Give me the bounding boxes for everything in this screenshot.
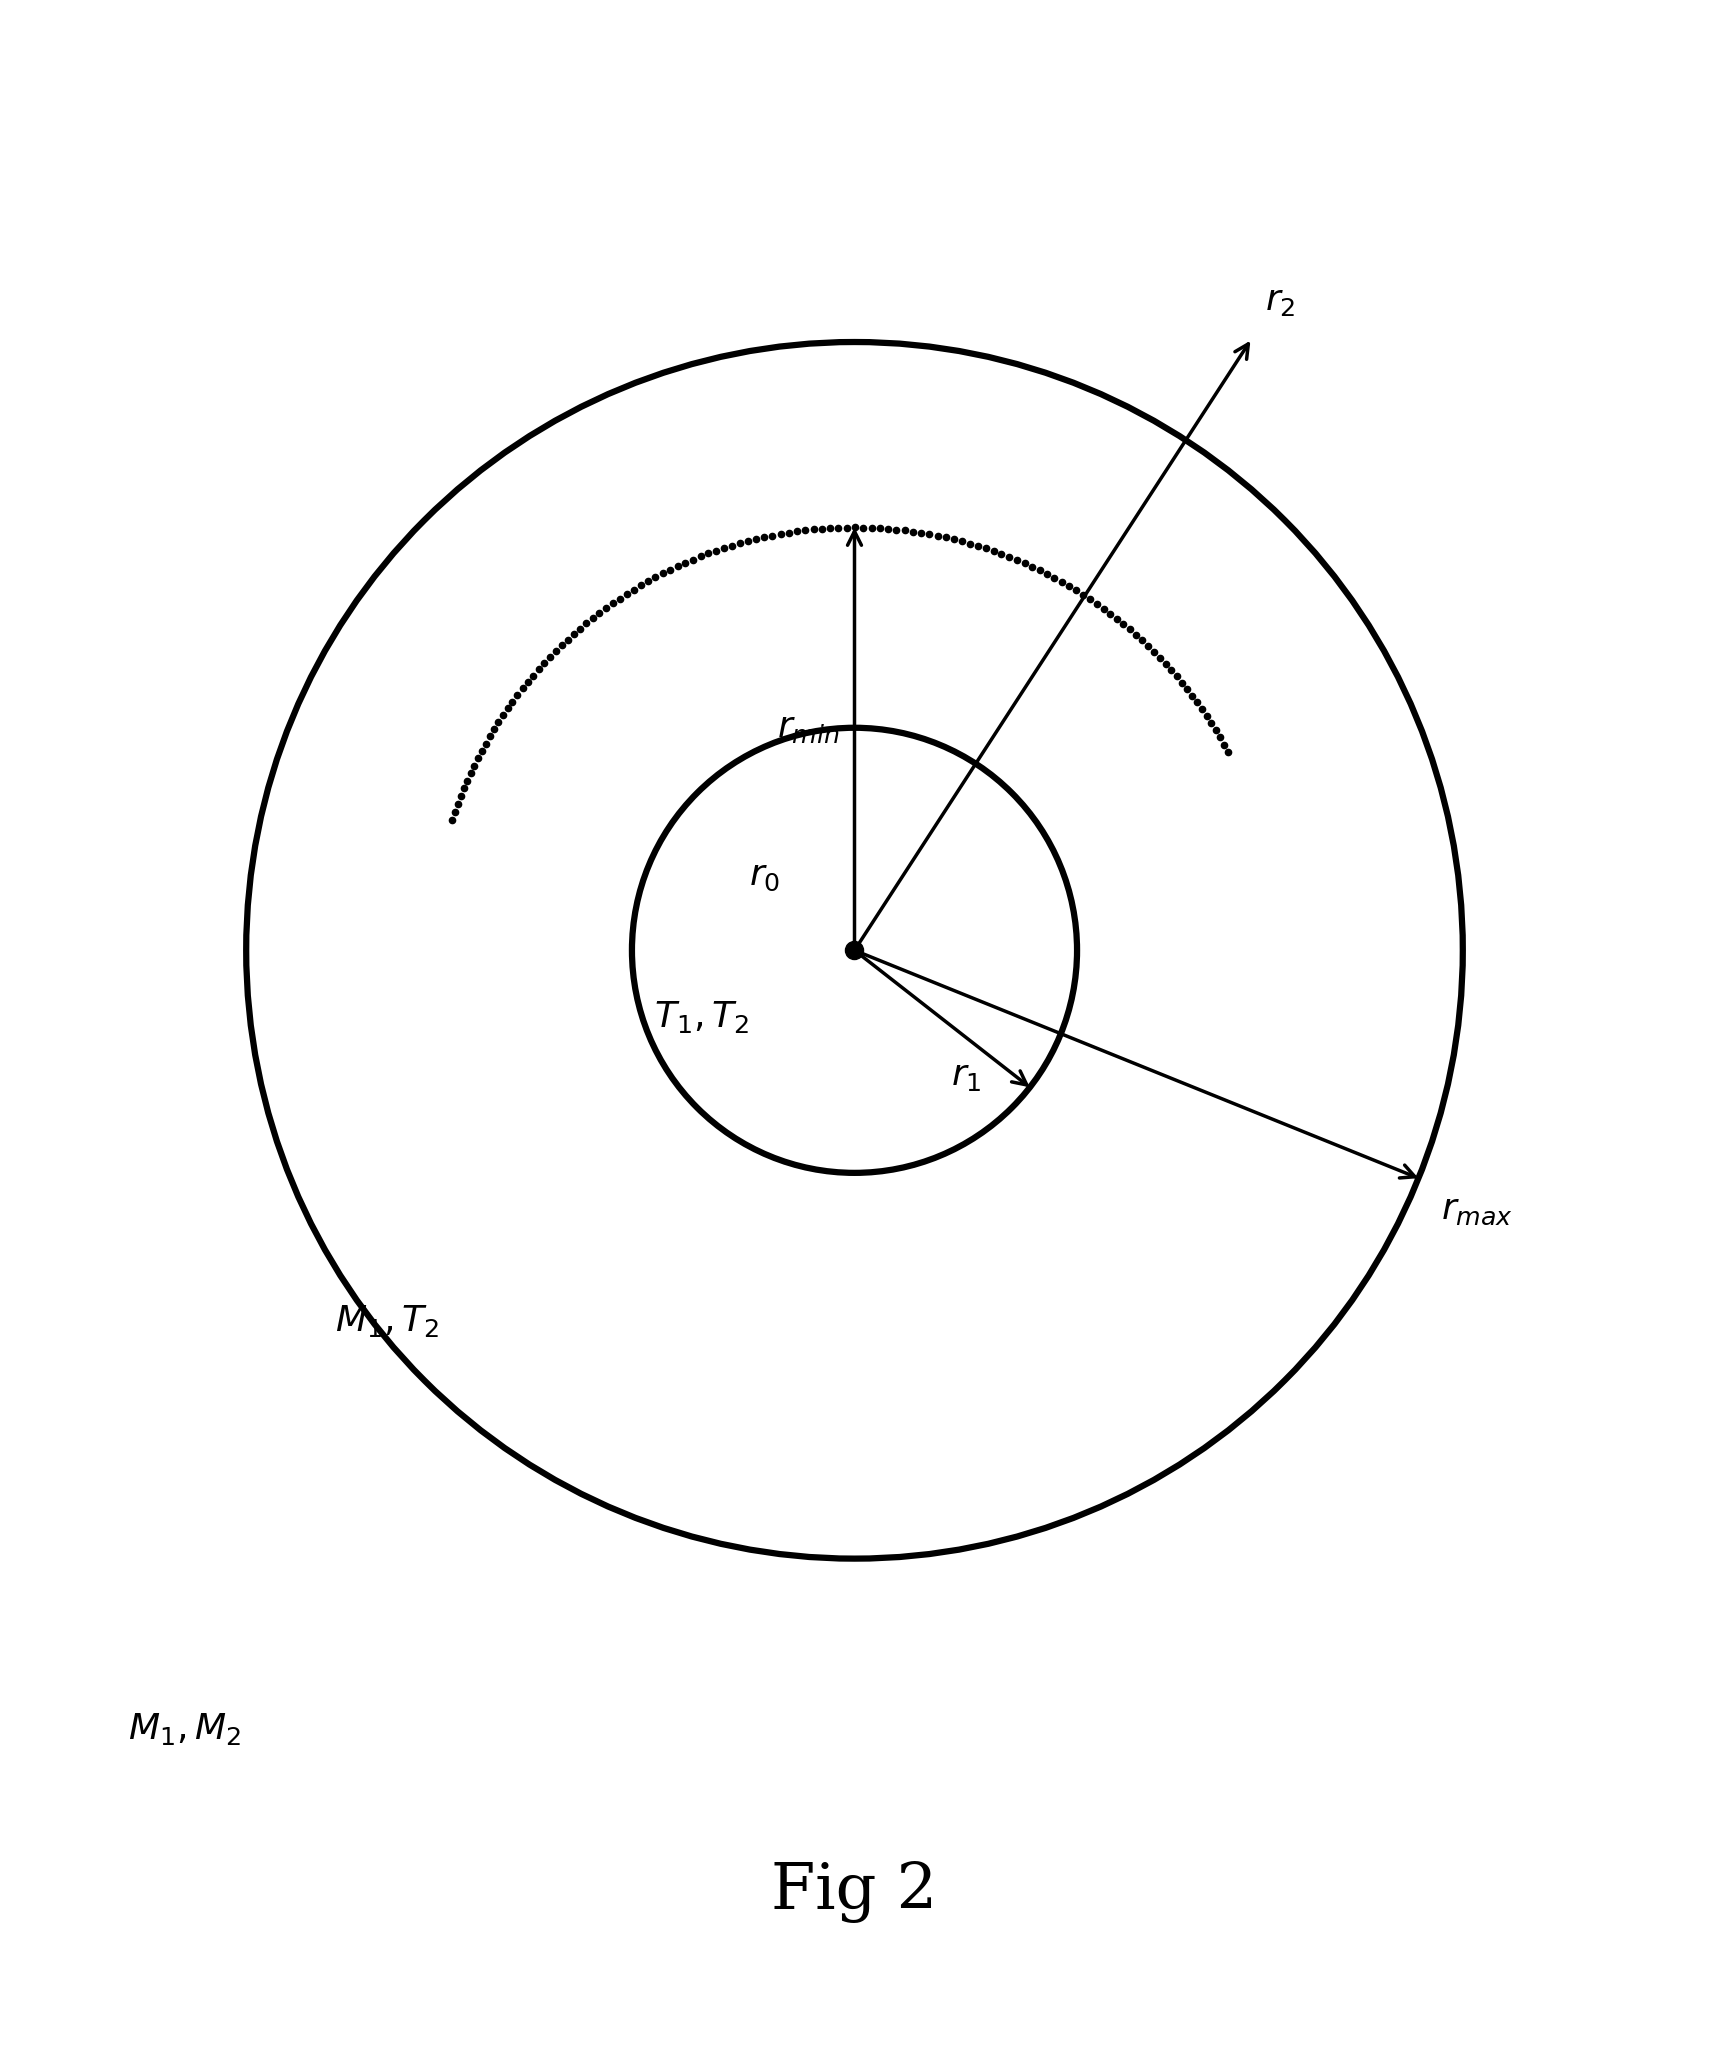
Text: $r_{0}$: $r_{0}$ [749,859,781,893]
Text: $r_{1}$: $r_{1}$ [950,1059,981,1094]
Text: $r_{2}$: $r_{2}$ [1265,285,1295,318]
Text: $M_1,T_2$: $M_1,T_2$ [335,1303,439,1340]
Text: $r_{min}$: $r_{min}$ [778,711,839,744]
Text: Fig 2: Fig 2 [771,1860,938,1924]
Text: $r_{max}$: $r_{max}$ [1441,1193,1512,1227]
Text: $T_1,T_2$: $T_1,T_2$ [655,1000,750,1035]
Text: $M_1,M_2$: $M_1,M_2$ [128,1711,241,1748]
